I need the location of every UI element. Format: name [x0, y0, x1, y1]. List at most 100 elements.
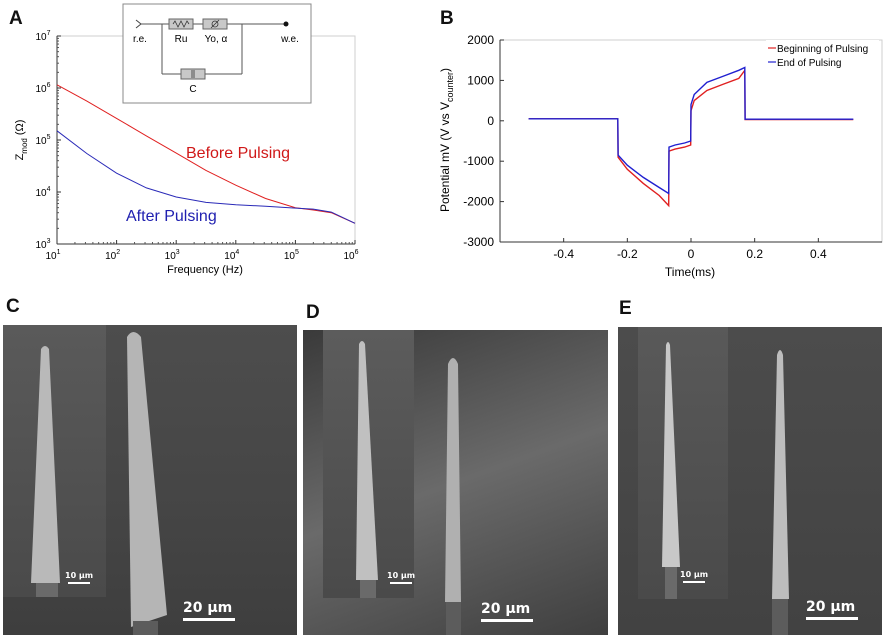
chart-b-y-label-suffix: ) [438, 68, 452, 72]
chart-a-x-tick-exponent: 2 [116, 249, 120, 256]
circuit-label-re: r.e. [133, 34, 147, 45]
chart-a-y-axis-label: Zmod (Ω) [14, 120, 29, 161]
chart-a-y-label-sub: mod [20, 138, 29, 154]
main-electrode-e [772, 350, 789, 599]
chart-b-x-tick-label: -0.2 [617, 247, 638, 261]
working-electrode-icon [283, 21, 289, 27]
circuit-label-ru: Ru [175, 34, 188, 45]
inset-electrode-e [662, 342, 680, 567]
chart-a-y-label-unit: (Ω) [14, 120, 26, 136]
scale-label-large-e: 20 µm [806, 599, 856, 615]
chart-a-x-tick-label: 101 [45, 249, 60, 262]
chart-a-x-tick-exponent: 5 [295, 249, 299, 256]
chart-b-lines [528, 66, 854, 208]
chart-b-y-tick-label: -2000 [463, 195, 494, 209]
main-electrode-d [445, 358, 461, 602]
panel-label-c: C [6, 296, 20, 317]
chart-a-y-tick-exponent: 7 [47, 30, 51, 37]
reference-electrode-icon [135, 19, 142, 29]
chart-b-y-tick-label: -3000 [463, 235, 494, 249]
chart-a-x-tick-label: 105 [284, 249, 299, 262]
panel-label-b: B [440, 8, 454, 29]
panel-label-a: A [9, 8, 23, 29]
scale-line-small-d [390, 582, 413, 584]
scale-bar-small-d: 10 µm [387, 571, 415, 584]
chart-b-axes: -0.4 -0.2 0 0.2 0.4 -3000 -2000 -1000 0 1000 2000 [463, 33, 883, 261]
chart-b-y-tick-label: -1000 [463, 154, 494, 168]
scale-label-small-c: 10 µm [65, 571, 94, 580]
chart-b-y-axis-label: Potential mV (V vs Vcounter) [438, 68, 455, 212]
main-electrode-c [127, 332, 167, 627]
series-line-after-pulsing [56, 130, 356, 224]
scale-line-large-d [481, 619, 533, 622]
circuit-label-we: w.e. [280, 34, 299, 45]
resistor-ru-icon [168, 18, 194, 30]
scale-bar-small-e: 10 µm [680, 570, 708, 583]
chart-a-x-tick-label: 106 [343, 249, 358, 262]
scale-label-large-d: 20 µm [481, 601, 531, 617]
scale-label-small-e: 10 µm [680, 570, 709, 579]
potential-chart: -0.4 -0.2 0 0.2 0.4-3000-2000-1000010002000 … [438, 33, 883, 279]
scale-line-large-c [183, 618, 235, 621]
chart-a-lines [56, 84, 356, 224]
chart-b-x-tick-label: 0.2 [746, 247, 763, 261]
legend-label-beginning: Beginning of Pulsing [777, 44, 868, 55]
chart-a-x-axis-label: Frequency (Hz) [167, 264, 243, 276]
chart-a-y-tick-label: 103 [35, 238, 50, 251]
cpe-slash-icon [210, 19, 220, 29]
panel-label-e: E [619, 298, 632, 319]
main-shaft-c [133, 621, 158, 635]
series-line-end-of-pulsing [528, 66, 854, 195]
scale-label-small-d: 10 µm [387, 571, 416, 580]
annotation-before-pulsing: Before Pulsing [186, 145, 290, 162]
sem-image-c: 10 µm 20 µm [3, 325, 297, 635]
capacitor-icon [180, 68, 206, 80]
chart-b-y-tick-label: 2000 [467, 33, 494, 47]
chart-b-y-label-sub: counter [445, 72, 455, 102]
chart-a-x-tick-exponent: 4 [235, 249, 239, 256]
sem-inset-e [638, 327, 728, 599]
sem-image-d: 10 µm 20 µm [303, 330, 608, 635]
circuit-label-yo: Yo, α [205, 34, 228, 45]
chart-b-y-tick-label: 0 [487, 114, 494, 128]
impedance-chart: 101 102 103 104 105 106 103 104 105 106 107 Freque… [14, 3, 359, 276]
series-line-beginning-of-pulsing [528, 68, 854, 208]
chart-b-legend: Beginning of Pulsing End of Pulsing [766, 40, 879, 71]
scale-line-small-c [68, 582, 91, 584]
chart-a-x-tick-label: 103 [165, 249, 180, 262]
chart-a-y-tick-label: 106 [35, 82, 50, 95]
chart-a-y-tick-label: 104 [35, 186, 50, 199]
scale-line-large-e [806, 617, 858, 620]
inset-shaft-e [665, 567, 677, 599]
chart-a-y-tick-exponent: 4 [47, 186, 51, 193]
scale-line-small-e [683, 581, 706, 583]
electrode-tip-c [31, 332, 167, 635]
scale-bar-large-d: 20 µm [481, 601, 533, 622]
chart-a-y-tick-exponent: 6 [47, 82, 51, 89]
chart-a-y-tick-exponent: 5 [47, 134, 51, 141]
main-shaft-e [772, 599, 788, 635]
scale-bar-large-e: 20 µm [806, 599, 858, 620]
chart-b-x-tick-label: 0.4 [810, 247, 827, 261]
chart-a-x-tick-label: 104 [224, 249, 239, 262]
inset-shaft-d [360, 580, 376, 598]
chart-b-x-tick-label: 0 [688, 247, 695, 261]
inset-electrode-d [356, 341, 378, 580]
resistor-zigzag-icon [172, 20, 190, 28]
chart-b-x-tick-label: -0.4 [553, 247, 574, 261]
equivalent-circuit: r.e. Ru Yo, α w.e. C [122, 3, 312, 104]
chart-a-y-label-main: Z [14, 153, 26, 160]
chart-a-y-tick-label: 107 [35, 30, 50, 43]
series-line-before-pulsing [56, 84, 356, 224]
legend-label-end: End of Pulsing [777, 58, 842, 69]
main-shaft-d [446, 602, 461, 635]
cpe-symbol-icon [211, 20, 219, 28]
legend-frame [766, 40, 879, 71]
chart-a-axes: 101 102 103 104 105 106 103 104 105 106 107 [35, 30, 358, 262]
chart-a-x-tick-exponent: 3 [176, 249, 180, 256]
inset-electrode-c [31, 346, 60, 583]
panel-label-d: D [306, 302, 320, 323]
chart-a-x-tick-exponent: 6 [355, 249, 359, 256]
chart-a-y-tick-label: 105 [35, 134, 50, 147]
chart-b-y-tick-label: 1000 [467, 73, 494, 87]
